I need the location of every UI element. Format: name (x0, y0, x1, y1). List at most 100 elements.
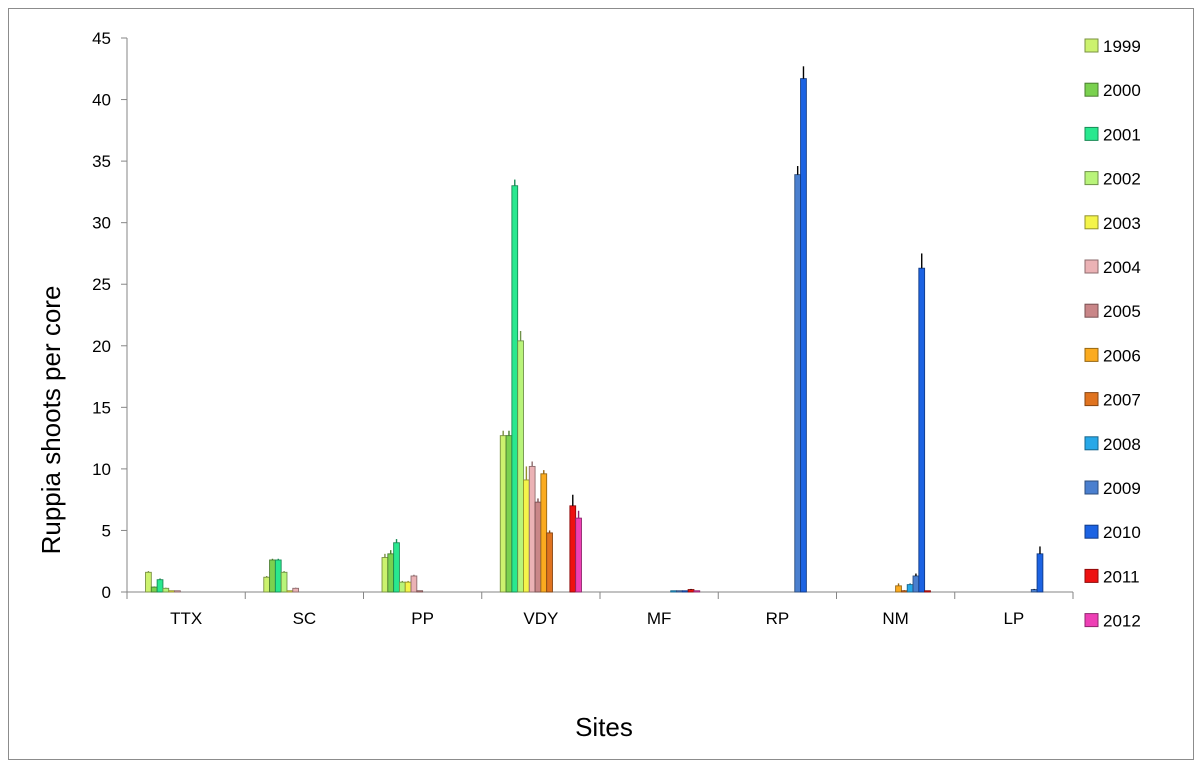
legend-label: 2005 (1103, 302, 1141, 321)
legend-label: 2010 (1103, 523, 1141, 542)
bar (292, 587, 300, 593)
y-tick-label: 45 (92, 29, 111, 48)
y-tick-label: 25 (92, 275, 111, 294)
legend-label: 2002 (1103, 170, 1141, 189)
bar (540, 473, 548, 593)
bar (381, 557, 389, 593)
chart-frame (8, 8, 1194, 760)
bar (505, 435, 513, 593)
legend-swatch (1084, 436, 1099, 451)
bar (174, 590, 181, 593)
bar (398, 581, 406, 593)
y-tick-label: 35 (92, 152, 111, 171)
bar (528, 465, 536, 593)
bar (681, 590, 689, 593)
legend-swatch (1084, 347, 1099, 362)
bar (280, 571, 288, 593)
bar (575, 517, 582, 593)
bar (145, 571, 152, 593)
legend-swatch (1084, 38, 1099, 53)
bar (900, 590, 908, 593)
axes (121, 37, 1074, 599)
legend-swatch (1084, 303, 1099, 318)
bar (546, 532, 553, 593)
bar (676, 590, 683, 593)
bars (145, 78, 1044, 593)
bar (569, 505, 577, 593)
bar (387, 553, 395, 593)
y-tick-label: 30 (92, 214, 111, 233)
bar (416, 590, 424, 593)
legend-swatch (1084, 568, 1099, 583)
y-tick-label: 20 (92, 337, 111, 356)
y-axis-title: Ruppia shoots per core (36, 286, 66, 555)
y-tick-label: 10 (92, 460, 111, 479)
bar (499, 435, 507, 593)
legend: 1999 2000 2001 2002 2003 2004 2005 2006 2007 2008… (1084, 37, 1141, 631)
legend-swatch (1084, 126, 1099, 141)
y-tick-label: 0 (102, 583, 111, 602)
bar (794, 174, 802, 593)
category-label: SC (293, 609, 317, 628)
error-bars (147, 66, 1041, 591)
bar (1030, 589, 1038, 593)
legend-label: 2004 (1103, 258, 1141, 277)
bar (523, 479, 530, 593)
bar (393, 542, 400, 593)
bar (162, 587, 170, 593)
legend-label: 2001 (1103, 125, 1141, 144)
legend-label: 2012 (1103, 612, 1141, 631)
legend-swatch (1084, 613, 1099, 628)
legend-label: 2007 (1103, 391, 1141, 410)
legend-label: 1999 (1103, 37, 1141, 56)
y-tick-label: 40 (92, 91, 111, 110)
bar (150, 586, 158, 593)
category-label: LP (1003, 609, 1024, 628)
x-axis-title: Sites (575, 712, 633, 742)
bar (286, 590, 294, 593)
legend-swatch (1084, 259, 1099, 274)
bar (274, 559, 282, 593)
legend-label: 2006 (1103, 346, 1141, 365)
category-label: VDY (523, 609, 558, 628)
bar (269, 559, 276, 593)
legend-label: 2011 (1103, 567, 1140, 586)
category-label: NM (882, 609, 908, 628)
bar (168, 590, 175, 593)
x-category-labels: TTX SC PP VDY MF RP NM LP (170, 609, 1024, 628)
legend-swatch (1084, 171, 1099, 186)
bar (912, 575, 920, 593)
legend-swatch (1084, 524, 1099, 539)
legend-label: 2009 (1103, 479, 1141, 498)
legend-label: 2003 (1103, 214, 1141, 233)
bar (924, 590, 931, 593)
y-tick-label: 5 (102, 521, 111, 540)
bar (511, 185, 519, 593)
legend-swatch (1084, 215, 1099, 230)
bar (410, 575, 418, 593)
legend-swatch (1084, 82, 1099, 97)
category-label: RP (766, 609, 790, 628)
legend-label: 2008 (1103, 435, 1141, 454)
bar (404, 581, 412, 593)
y-tick-labels: 0 5 10 15 20 25 30 35 40 45 (92, 29, 111, 602)
bar (800, 78, 807, 593)
bar (517, 340, 524, 593)
bar (895, 585, 902, 593)
category-label: MF (647, 609, 672, 628)
bar (687, 589, 695, 593)
bar (693, 590, 701, 593)
bar (670, 590, 677, 593)
y-tick-label: 15 (92, 398, 111, 417)
legend-swatch (1084, 480, 1099, 495)
bar (1036, 553, 1044, 593)
bar (534, 501, 542, 593)
bar (156, 579, 164, 593)
bar (918, 267, 926, 593)
bar (263, 576, 271, 593)
legend-swatch (1084, 392, 1099, 407)
legend-label: 2000 (1103, 81, 1141, 100)
category-label: TTX (170, 609, 202, 628)
bar (906, 584, 914, 593)
